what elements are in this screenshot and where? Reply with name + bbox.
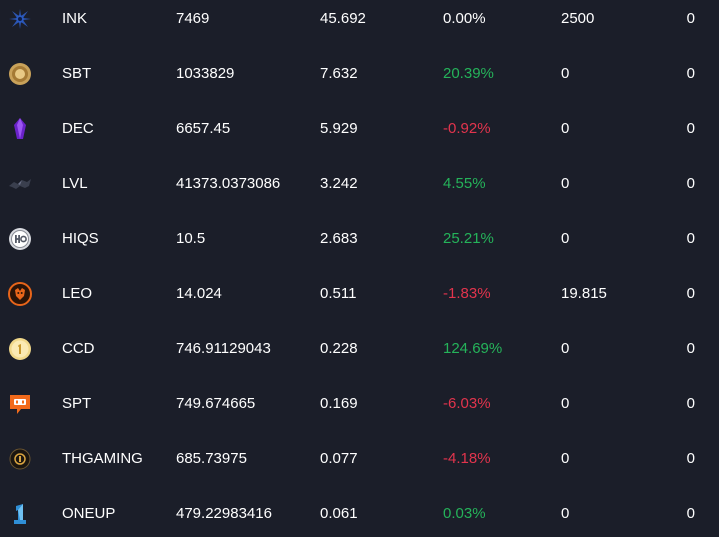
token-symbol: SBT [62,65,92,82]
token-icon-cell [8,376,32,431]
table-row[interactable]: THGAMING 685.73975 0.077 -4.18% 0 0 [0,431,719,486]
token-price: 0.228 [320,340,358,357]
token-change: 0.00% [443,10,486,27]
lvl-token-icon [8,172,32,196]
token-symbol: HIQS [62,230,99,247]
token-price: 0.169 [320,395,358,412]
token-balance: 1033829 [176,65,235,82]
ccd-token-icon [8,337,32,361]
token-symbol: LVL [62,175,88,192]
ink-token-icon [8,7,32,31]
token-change: -0.92% [443,120,491,137]
token-volume: 0 [561,65,570,82]
token-price: 3.242 [320,175,358,192]
token-symbol: LEO [62,285,93,302]
token-icon-cell [8,321,32,376]
token-volume: 2500 [561,10,595,27]
token-last-value: 0 [686,505,695,522]
token-symbol: INK [62,10,88,27]
token-price: 45.692 [320,10,366,27]
token-balance: 14.024 [176,285,222,302]
token-balance: 6657.45 [176,120,231,137]
token-volume: 0 [561,175,570,192]
table-row[interactable]: INK 7469 45.692 0.00% 2500 0 [0,0,719,46]
token-volume: 0 [561,395,570,412]
token-price: 5.929 [320,120,358,137]
token-last-value: 0 [686,230,695,247]
token-last-value: 0 [686,395,695,412]
table-row[interactable]: LEO 14.024 0.511 -1.83% 19.815 0 [0,266,719,321]
dec-token-icon [8,117,32,141]
token-change: 4.55% [443,175,486,192]
token-symbol: SPT [62,395,92,412]
token-icon-cell [8,266,32,321]
token-volume: 0 [561,340,570,357]
spt-token-icon [8,392,32,416]
sbt-token-icon [8,62,32,86]
token-last-value: 0 [686,120,695,137]
thgaming-token-icon [8,447,32,471]
token-balance: 749.674665 [176,395,256,412]
token-change: -1.83% [443,285,491,302]
token-volume: 19.815 [561,285,607,302]
token-price: 0.077 [320,450,358,467]
token-icon-cell [8,431,32,486]
token-volume: 0 [561,230,570,247]
token-symbol: CCD [62,340,95,357]
token-last-value: 0 [686,285,695,302]
leo-token-icon [8,282,32,306]
token-balance: 479.22983416 [176,505,272,522]
token-symbol: DEC [62,120,94,137]
token-last-value: 0 [686,340,695,357]
token-last-value: 0 [686,65,695,82]
token-change: 0.03% [443,505,486,522]
token-price: 0.061 [320,505,358,522]
token-icon-cell [8,211,32,266]
token-icon-cell [8,486,32,537]
table-row[interactable]: ONEUP 479.22983416 0.061 0.03% 0 0 [0,486,719,537]
token-icon-cell [8,0,32,46]
token-change: -6.03% [443,395,491,412]
token-icon-cell [8,46,32,101]
token-balance: 10.5 [176,230,206,247]
token-change: -4.18% [443,450,491,467]
token-volume: 0 [561,450,570,467]
token-balance: 746.91129043 [176,340,271,357]
token-price: 7.632 [320,65,358,82]
token-balance: 685.73975 [176,450,247,467]
token-icon-cell [8,156,32,211]
token-icon-cell [8,101,32,156]
token-symbol: THGAMING [62,450,143,467]
token-change: 20.39% [443,65,494,82]
oneup-token-icon [8,502,32,526]
token-last-value: 0 [686,10,695,27]
hiqs-token-icon [8,227,32,251]
table-row[interactable]: SBT 1033829 7.632 20.39% 0 0 [0,46,719,101]
token-balance: 7469 [176,10,210,27]
token-change: 124.69% [443,340,503,357]
token-change: 25.21% [443,230,494,247]
token-balance: 41373.0373086 [176,175,281,192]
token-price: 2.683 [320,230,358,247]
table-row[interactable]: SPT 749.674665 0.169 -6.03% 0 0 [0,376,719,431]
token-price: 0.511 [320,285,357,302]
token-volume: 0 [561,120,570,137]
table-row[interactable]: LVL 41373.0373086 3.242 4.55% 0 0 [0,156,719,211]
table-row[interactable]: CCD 746.91129043 0.228 124.69% 0 0 [0,321,719,376]
token-last-value: 0 [686,450,695,467]
token-symbol: ONEUP [62,505,116,522]
token-last-value: 0 [686,175,695,192]
table-row[interactable]: HIQS 10.5 2.683 25.21% 0 0 [0,211,719,266]
token-volume: 0 [561,505,570,522]
table-row[interactable]: DEC 6657.45 5.929 -0.92% 0 0 [0,101,719,156]
